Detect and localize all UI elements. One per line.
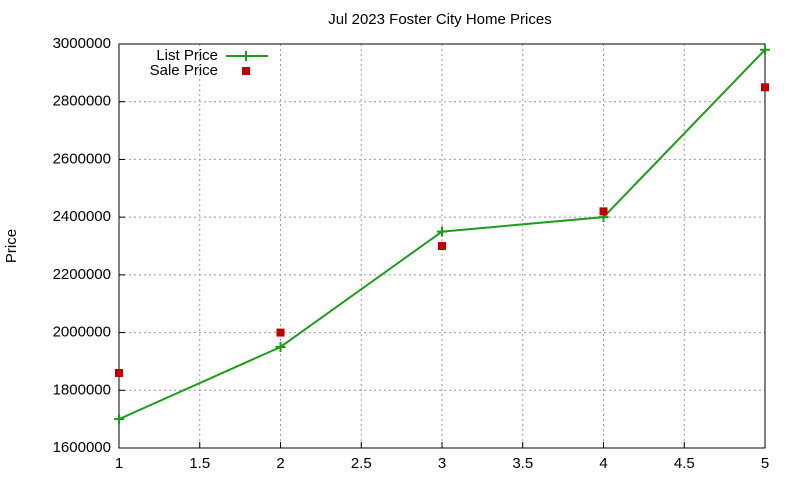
marker: [276, 328, 285, 337]
legend-label: Sale Price: [150, 62, 218, 79]
plot-frame: [118, 43, 766, 449]
marker: [761, 83, 769, 92]
x-tick-label: 4.5: [674, 455, 695, 472]
chart-title: Jul 2023 Foster City Home Prices: [328, 11, 551, 28]
x-tick-label: 1: [115, 455, 123, 472]
marker: [437, 226, 447, 237]
marker: [599, 207, 608, 216]
x-tick-label: 4: [599, 455, 607, 472]
marker: [114, 414, 124, 425]
marker: [438, 242, 446, 250]
marker: [760, 44, 770, 55]
x-tick-label: 2.5: [351, 455, 372, 472]
marker: [242, 67, 250, 75]
x-tick-label: 3.5: [512, 455, 533, 472]
y-tick-label: 1800000: [53, 381, 111, 398]
y-tick-label: 1600000: [53, 439, 111, 456]
y-tick-label: 2800000: [53, 93, 111, 110]
y-tick-label: 2000000: [53, 324, 111, 341]
x-tick-label: 5: [761, 455, 769, 472]
x-tick-label: 3: [438, 455, 446, 472]
y-tick-label: 2600000: [53, 150, 111, 167]
legend-label: List Price: [156, 47, 218, 64]
y-axis-label: Price: [3, 229, 20, 263]
marker: [241, 51, 251, 61]
y-tick-label: 2200000: [53, 266, 111, 283]
y-tick-label: 3000000: [53, 35, 111, 52]
x-tick-label: 1.5: [189, 455, 210, 472]
x-tick-label: 2: [276, 455, 284, 472]
marker: [115, 368, 123, 377]
marker: [275, 342, 286, 352]
y-tick-label: 2400000: [53, 208, 111, 225]
